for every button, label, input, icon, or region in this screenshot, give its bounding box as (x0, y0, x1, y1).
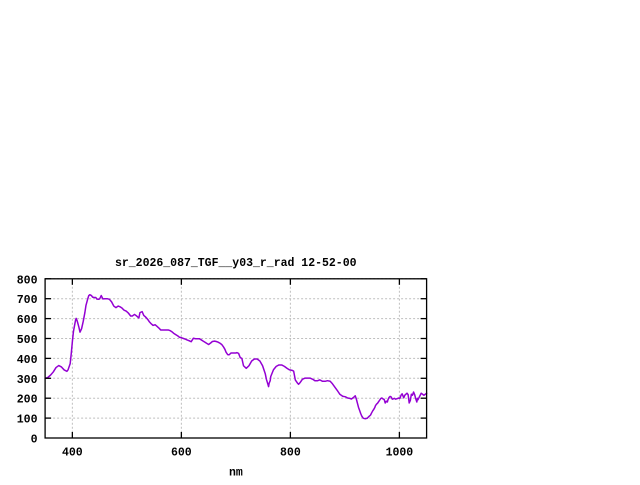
svg-text:500: 500 (17, 334, 38, 347)
svg-text:nm: nm (229, 467, 243, 480)
svg-text:1000: 1000 (386, 447, 414, 460)
svg-text:800: 800 (17, 274, 38, 287)
svg-text:400: 400 (17, 354, 38, 367)
svg-text:400: 400 (62, 447, 83, 460)
svg-text:600: 600 (171, 447, 192, 460)
svg-text:700: 700 (17, 294, 38, 307)
svg-text:200: 200 (17, 394, 38, 407)
svg-text:100: 100 (17, 414, 38, 427)
svg-text:300: 300 (17, 374, 38, 387)
svg-text:600: 600 (17, 314, 38, 327)
svg-text:800: 800 (280, 447, 301, 460)
svg-text:0: 0 (31, 434, 38, 447)
